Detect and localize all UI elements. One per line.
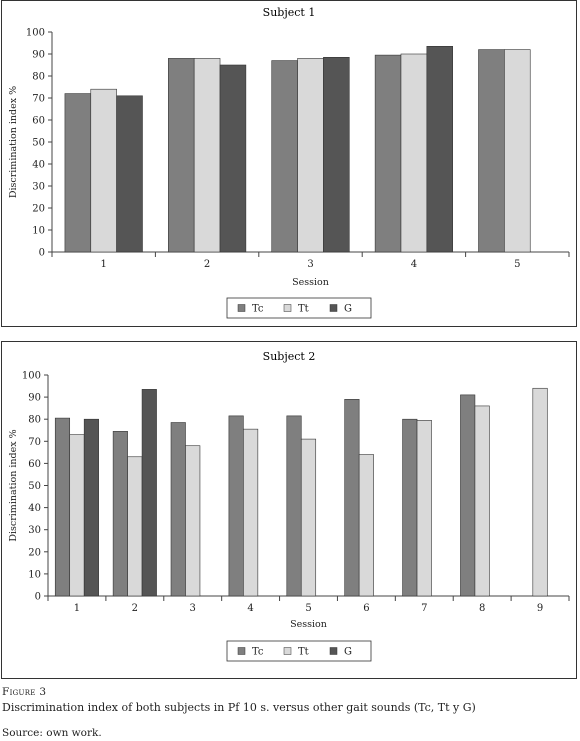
chart-2-y-tick-label: 30 [28, 525, 41, 536]
chart-1-bar-tc-session-3 [271, 60, 298, 253]
chart-1-y-axis-label: Discrimination index % [8, 86, 19, 198]
chart-2-legend-swatch-tc [237, 647, 246, 655]
chart-panel-subject-1: Subject 1 0 10 20 30 40 50 60 70 80 90 100 Discrimin… [1, 0, 577, 327]
chart-1-bar-tc-session-4 [374, 54, 402, 253]
chart-2-y-tick-label: 40 [28, 503, 41, 514]
chart-1-y-tick-label: 70 [32, 94, 45, 105]
chart-1-bar-g-session-2 [219, 64, 247, 253]
bar-chart-subject-1: Subject 1 0 10 20 30 40 50 60 70 80 90 100 Discrimin… [8, 6, 570, 319]
chart-1-y-tick-label: 100 [26, 28, 45, 39]
chart-2-x-tick-label: 1 [74, 603, 80, 614]
chart-2-bar-tc-session-3 [170, 422, 186, 597]
chart-1-legend-swatch-tc [237, 304, 246, 312]
chart-2-y-tick-label: 0 [35, 592, 41, 603]
chart-2-bar-tc-session-2 [112, 431, 128, 597]
chart-2-bar-tc-session-1 [54, 417, 71, 597]
chart-2-bar-tt-session-1 [69, 434, 85, 597]
chart-2-bar-tt-session-5 [300, 438, 317, 597]
chart-2-legend-label-tc: Tc [252, 647, 264, 658]
chart-2-y-tick-label: 20 [28, 547, 41, 558]
chart-2-legend-box [226, 640, 372, 662]
chart-1-bar-tc-session-1 [64, 93, 92, 253]
chart-1-x-tick-label: 1 [101, 259, 107, 270]
chart-1-legend-label-g: G [344, 304, 352, 315]
chart-1-y-tick-label: 40 [32, 160, 45, 171]
chart-2-x-tick-label: 3 [190, 603, 196, 614]
chart-2-x-tick-label: 4 [247, 603, 253, 614]
chart-1-bar-tc-session-2 [168, 58, 195, 253]
chart-2-y-tick-label: 60 [28, 459, 41, 470]
chart-1-legend-box [226, 297, 372, 319]
chart-2-y-tick-label: 100 [22, 371, 41, 382]
chart-1-title: Subject 1 [263, 6, 316, 19]
chart-1-x-tick-label: 5 [514, 259, 520, 270]
chart-2-y-axis-label: Discrimination index % [8, 429, 19, 541]
chart-2-x-axis-label: Session [290, 619, 327, 630]
chart-1-x-tick-label: 2 [204, 259, 210, 270]
chart-2-bar-g-session-1 [83, 418, 99, 597]
chart-2-bar-tc-session-5 [286, 415, 302, 597]
chart-2-legend: Tc Tt G [226, 640, 372, 662]
chart-1-x-axis-label: Session [292, 277, 329, 288]
chart-1-y-tick-label: 30 [32, 182, 45, 193]
chart-2-bar-tt-session-6 [358, 454, 374, 597]
chart-1-bar-tt-session-4 [400, 53, 428, 253]
chart-1-y-tick-label: 0 [39, 248, 45, 259]
chart-2-bar-tc-session-4 [228, 415, 244, 597]
chart-1-legend-swatch-g [329, 304, 338, 312]
chart-2-bar-tt-session-4 [243, 428, 259, 597]
chart-2-y-tick-label: 10 [28, 569, 41, 580]
chart-2-legend-label-tt: Tt [298, 647, 309, 658]
chart-2-x-tick-label: 6 [363, 603, 369, 614]
chart-panel-subject-2: Subject 2 0 10 20 30 40 50 60 70 80 90 100 Discrimin… [1, 341, 577, 679]
chart-1-y-tick-label: 10 [32, 226, 45, 237]
chart-2-x-tick-label: 8 [479, 603, 485, 614]
chart-1-legend: Tc Tt G [226, 297, 372, 319]
chart-2-legend-label-g: G [344, 647, 352, 658]
chart-1-legend-label-tc: Tc [252, 304, 264, 315]
chart-2-bar-tt-session-8 [474, 405, 490, 597]
chart-2-x-tick-label: 2 [132, 603, 138, 614]
chart-2-x-tick-label: 7 [421, 603, 427, 614]
chart-1-y-tick-label: 50 [32, 138, 45, 149]
chart-1-bar-tt-session-5 [504, 49, 531, 253]
chart-1-bar-tt-session-3 [297, 58, 324, 253]
chart-2-bar-tc-session-7 [402, 418, 418, 597]
chart-1-bar-g-session-1 [116, 95, 143, 253]
chart-1-x-tick-label: 4 [411, 259, 417, 270]
figure-source: Source: own work. [2, 727, 102, 739]
chart-1-y-tick-label: 90 [32, 50, 45, 61]
chart-1-legend-swatch-tt [283, 304, 292, 312]
chart-1-bar-tt-session-1 [90, 88, 117, 253]
chart-2-bar-tt-session-3 [185, 445, 201, 597]
chart-1-bar-tc-session-5 [478, 49, 505, 253]
chart-1-y-tick-label: 80 [32, 72, 45, 83]
chart-1-y-tick-label: 20 [32, 204, 45, 215]
chart-2-legend-swatch-g [329, 647, 338, 655]
bar-chart-subject-2: Subject 2 0 10 20 30 40 50 60 70 80 90 100 Discrimin… [8, 350, 570, 662]
chart-2-y-tick-label: 50 [28, 481, 41, 492]
chart-2-bar-tc-session-6 [344, 399, 360, 597]
chart-2-bar-tt-session-9 [532, 387, 548, 597]
chart-2-y-tick-label: 70 [28, 437, 41, 448]
chart-2-x-tick-label: 5 [305, 603, 311, 614]
figure-description: Discrimination index of both subjects in… [2, 701, 476, 714]
chart-2-x-tick-label: 9 [537, 603, 543, 614]
chart-1-bar-g-session-4 [426, 45, 453, 253]
chart-2-bar-tt-session-7 [416, 420, 432, 597]
chart-2-y-tick-label: 90 [28, 393, 41, 404]
chart-2-y-tick-label: 80 [28, 415, 41, 426]
chart-1-legend-label-tt: Tt [298, 304, 309, 315]
chart-1-x-tick-label: 3 [307, 259, 313, 270]
chart-2-bar-tt-session-2 [127, 456, 143, 597]
chart-1-y-tick-label: 60 [32, 116, 45, 127]
chart-2-bar-tc-session-8 [460, 394, 476, 597]
chart-2-title: Subject 2 [263, 350, 316, 363]
figure-label: Figure 3 [2, 686, 47, 698]
chart-1-bar-g-session-3 [323, 56, 350, 253]
chart-2-legend-swatch-tt [283, 647, 292, 655]
chart-2-bar-g-session-2 [141, 389, 157, 597]
chart-1-bar-tt-session-2 [193, 58, 221, 253]
